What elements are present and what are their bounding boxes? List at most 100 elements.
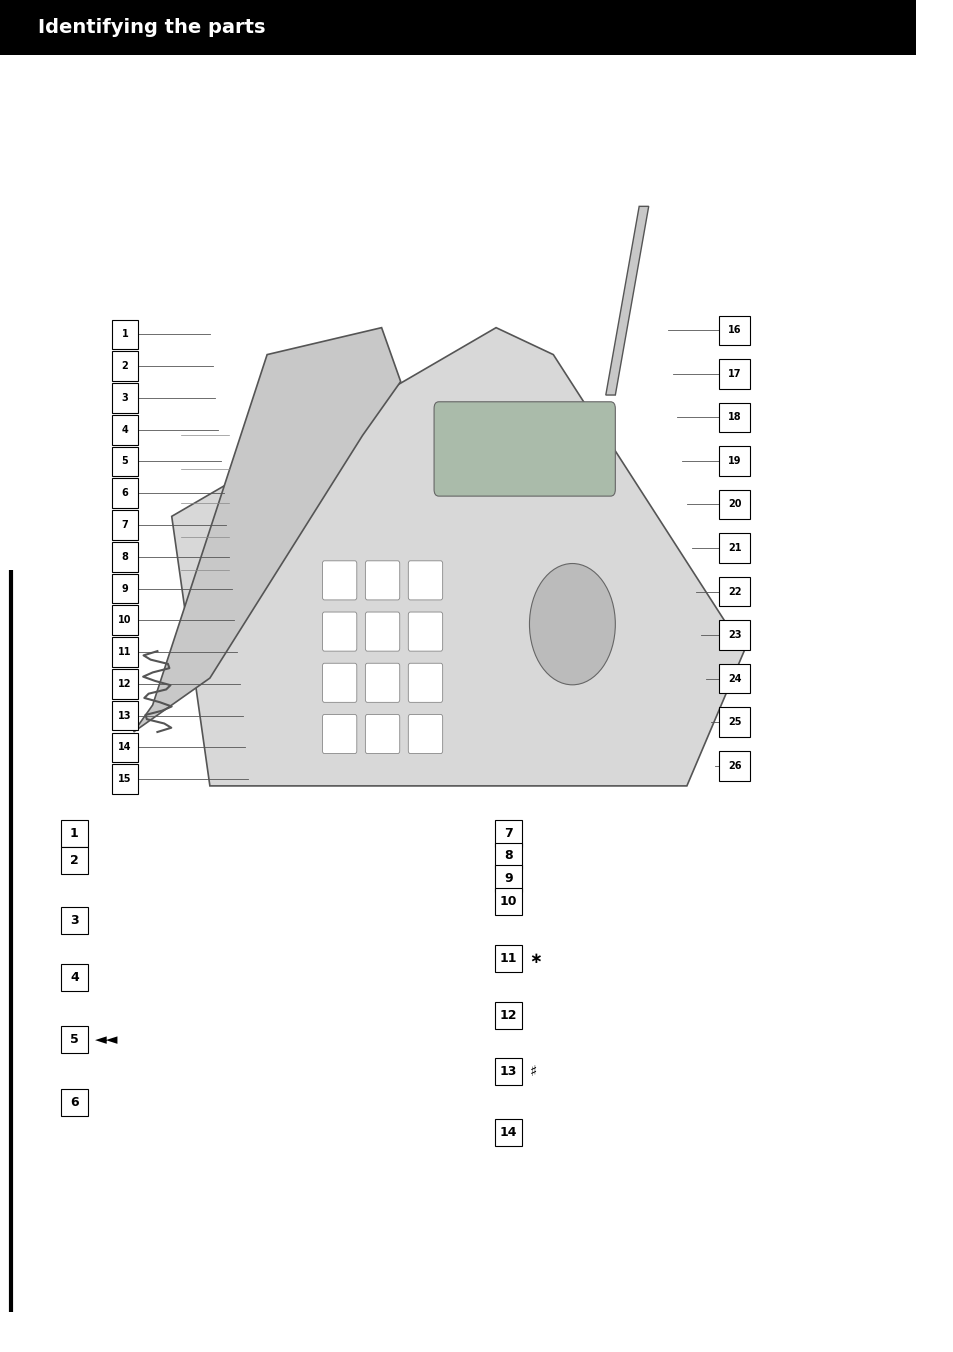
FancyBboxPatch shape [408, 561, 442, 600]
FancyBboxPatch shape [322, 664, 356, 702]
Text: 2: 2 [70, 853, 79, 867]
Text: 19: 19 [727, 456, 740, 466]
FancyBboxPatch shape [495, 1119, 521, 1145]
Text: 3: 3 [70, 914, 79, 927]
Text: ♯: ♯ [529, 1064, 537, 1079]
FancyBboxPatch shape [112, 319, 138, 349]
FancyBboxPatch shape [719, 750, 749, 780]
FancyBboxPatch shape [719, 489, 749, 519]
Text: 13: 13 [118, 711, 132, 721]
Polygon shape [605, 207, 648, 395]
Text: 15: 15 [118, 775, 132, 784]
Text: 14: 14 [499, 1126, 517, 1138]
Text: 11: 11 [499, 952, 517, 965]
FancyBboxPatch shape [495, 819, 521, 846]
FancyBboxPatch shape [112, 415, 138, 445]
Text: 24: 24 [727, 673, 740, 684]
FancyBboxPatch shape [61, 1026, 88, 1053]
FancyBboxPatch shape [495, 1059, 521, 1086]
FancyBboxPatch shape [719, 403, 749, 433]
Text: 6: 6 [70, 1096, 79, 1109]
FancyBboxPatch shape [112, 764, 138, 794]
FancyBboxPatch shape [322, 714, 356, 753]
FancyBboxPatch shape [719, 577, 749, 607]
Text: 10: 10 [118, 615, 132, 626]
Text: 13: 13 [499, 1065, 517, 1078]
Text: 6: 6 [121, 488, 129, 499]
FancyBboxPatch shape [495, 945, 521, 972]
Text: 11: 11 [118, 648, 132, 657]
Text: 7: 7 [503, 826, 513, 840]
Text: 7: 7 [121, 521, 129, 530]
Text: 3: 3 [121, 393, 129, 403]
FancyBboxPatch shape [61, 907, 88, 934]
FancyBboxPatch shape [112, 383, 138, 412]
Text: ◄◄: ◄◄ [95, 1032, 119, 1046]
FancyBboxPatch shape [365, 714, 399, 753]
Text: ∗: ∗ [529, 950, 541, 965]
FancyBboxPatch shape [495, 1002, 521, 1029]
FancyBboxPatch shape [112, 479, 138, 508]
Text: 12: 12 [118, 679, 132, 690]
FancyBboxPatch shape [434, 402, 615, 496]
FancyBboxPatch shape [61, 964, 88, 991]
FancyBboxPatch shape [112, 510, 138, 539]
FancyBboxPatch shape [719, 707, 749, 737]
FancyBboxPatch shape [719, 533, 749, 562]
Text: Identifying the parts: Identifying the parts [38, 18, 265, 37]
Text: 9: 9 [121, 584, 129, 594]
Polygon shape [172, 327, 743, 786]
Text: 4: 4 [121, 425, 129, 435]
FancyBboxPatch shape [495, 888, 521, 915]
FancyBboxPatch shape [112, 573, 138, 603]
Text: 18: 18 [727, 412, 740, 422]
FancyBboxPatch shape [365, 561, 399, 600]
Text: 20: 20 [727, 499, 740, 510]
FancyBboxPatch shape [112, 606, 138, 635]
Text: 25: 25 [727, 717, 740, 727]
FancyBboxPatch shape [112, 733, 138, 763]
FancyBboxPatch shape [719, 621, 749, 650]
Text: 22: 22 [727, 587, 740, 596]
Text: 8: 8 [503, 849, 513, 863]
Text: 1: 1 [70, 826, 79, 840]
FancyBboxPatch shape [112, 352, 138, 381]
FancyBboxPatch shape [408, 612, 442, 652]
Text: 1: 1 [121, 330, 129, 339]
Text: 4: 4 [70, 971, 79, 984]
FancyBboxPatch shape [0, 0, 915, 55]
Text: 16: 16 [727, 326, 740, 335]
Text: 8: 8 [121, 552, 129, 562]
FancyBboxPatch shape [719, 446, 749, 476]
FancyBboxPatch shape [322, 612, 356, 652]
FancyBboxPatch shape [322, 561, 356, 600]
FancyBboxPatch shape [112, 542, 138, 572]
FancyBboxPatch shape [61, 1090, 88, 1117]
Text: 10: 10 [499, 895, 517, 909]
FancyBboxPatch shape [365, 612, 399, 652]
FancyBboxPatch shape [408, 714, 442, 753]
Text: 23: 23 [727, 630, 740, 639]
FancyBboxPatch shape [112, 669, 138, 699]
FancyBboxPatch shape [61, 819, 88, 846]
Text: 2: 2 [121, 361, 129, 372]
FancyBboxPatch shape [719, 360, 749, 389]
FancyBboxPatch shape [365, 664, 399, 702]
FancyBboxPatch shape [408, 664, 442, 702]
Text: 5: 5 [70, 1033, 79, 1046]
Polygon shape [133, 327, 400, 731]
FancyBboxPatch shape [112, 446, 138, 476]
FancyBboxPatch shape [495, 865, 521, 892]
FancyBboxPatch shape [112, 637, 138, 667]
FancyBboxPatch shape [719, 664, 749, 694]
FancyBboxPatch shape [719, 315, 749, 345]
Text: 26: 26 [727, 761, 740, 771]
Text: 5: 5 [121, 457, 129, 466]
Text: 9: 9 [503, 872, 513, 886]
FancyBboxPatch shape [61, 846, 88, 873]
Text: 12: 12 [499, 1009, 517, 1022]
Circle shape [529, 564, 615, 685]
Polygon shape [915, 0, 953, 55]
Text: 14: 14 [118, 742, 132, 753]
FancyBboxPatch shape [495, 842, 521, 869]
